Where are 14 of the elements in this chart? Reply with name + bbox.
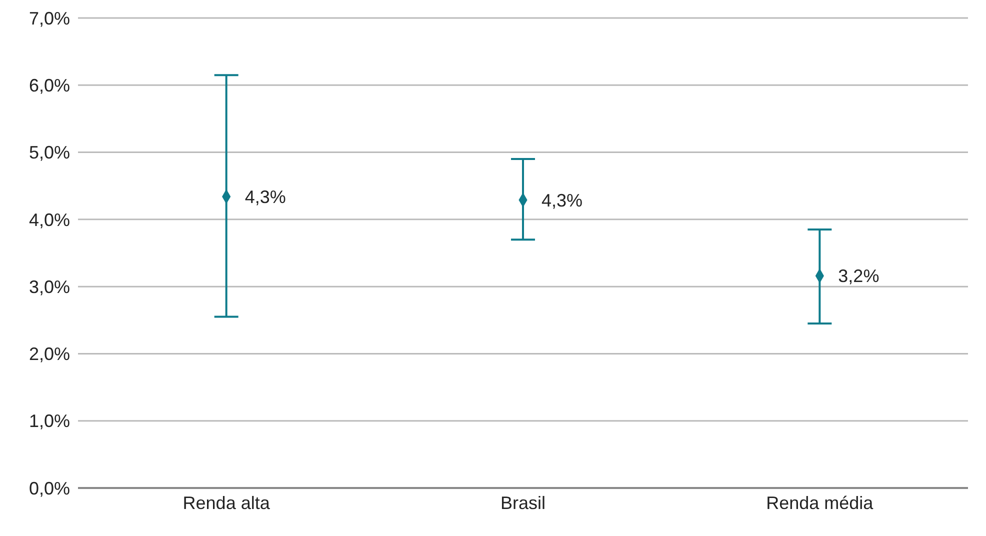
y-tick-label: 1,0% (28, 411, 70, 432)
y-tick-label: 0,0% (28, 478, 70, 498)
y-tick-label: 7,0% (28, 8, 70, 28)
x-tick-label: Renda média (766, 492, 874, 513)
y-tick-label: 5,0% (28, 142, 70, 163)
data-label: 4,3% (244, 186, 286, 207)
x-tick-label: Renda alta (182, 492, 271, 513)
data-label: 3,2% (838, 266, 880, 286)
x-tick-label: Brasil (500, 492, 546, 513)
y-tick-label: 3,0% (28, 276, 70, 297)
y-tick-label: 4,0% (28, 210, 70, 230)
y-tick-label: 2,0% (28, 344, 70, 364)
y-tick-label: 6,0% (28, 76, 70, 96)
data-label: 4,3% (542, 190, 583, 210)
